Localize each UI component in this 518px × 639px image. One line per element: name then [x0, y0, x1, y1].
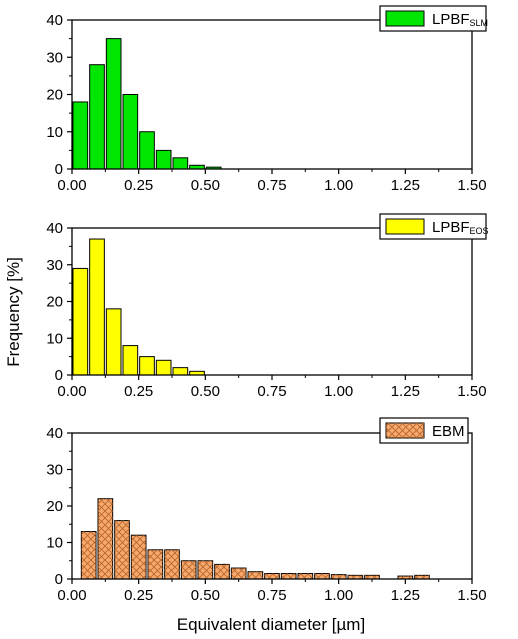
y-tick-label: 20 — [46, 294, 63, 311]
histogram-bar-hatch — [281, 573, 296, 579]
histogram-bar — [122, 94, 139, 170]
x-tick-label: 1.50 — [457, 587, 486, 604]
legend: LPBFSLM — [379, 5, 488, 32]
histogram-bar — [72, 101, 89, 170]
y-tick-label: 30 — [46, 462, 63, 479]
histogram-bar-hatch — [164, 549, 180, 579]
x-tick-label: 1.00 — [324, 587, 353, 604]
x-tick-label: 0.50 — [191, 587, 220, 604]
histogram-bar — [89, 64, 105, 170]
histogram-bar-hatch — [248, 571, 263, 579]
legend-label: EBM — [432, 423, 465, 440]
y-tick-label: 0 — [55, 571, 63, 588]
y-tick-label: 40 — [46, 12, 63, 29]
x-tick-label: 1.00 — [324, 177, 353, 194]
x-tick-label: 0.00 — [57, 383, 86, 400]
x-tick-label: 1.00 — [324, 383, 353, 400]
x-tick-label: 1.25 — [391, 383, 420, 400]
histogram-bar-hatch — [264, 573, 280, 579]
x-tick-label: 0.75 — [257, 383, 286, 400]
histogram-bar — [105, 308, 122, 376]
histogram-bar-hatch — [331, 574, 346, 579]
legend-label: LPBFSLM — [432, 11, 488, 28]
histogram-bar-hatch — [198, 560, 213, 579]
histogram-bar — [72, 267, 89, 376]
histogram-bar — [155, 359, 172, 376]
x-axis-title: Equivalent diameter [µm] — [177, 615, 365, 634]
histogram-bar-hatch — [114, 520, 130, 579]
x-tick-label: 0.50 — [191, 177, 220, 194]
histogram-bar-hatch — [231, 568, 246, 579]
x-tick-label: 0.00 — [57, 587, 86, 604]
histogram-bar-hatch — [398, 576, 413, 579]
x-tick-label: 0.25 — [124, 383, 153, 400]
x-tick-label: 1.25 — [391, 587, 420, 604]
y-tick-label: 40 — [46, 425, 63, 442]
histogram-panel-lpbf-slm: 0.00 0.25 0.50 0.75 1.00 1.25 1.50 0 10 20 30 40 LPB… — [46, 5, 488, 194]
histogram-bar — [172, 367, 189, 376]
histogram-bar-hatch — [214, 564, 230, 579]
y-tick-label: 0 — [55, 367, 63, 384]
histogram-bar — [155, 149, 172, 170]
histogram-panel-ebm: 0.00 0.25 0.50 0.75 1.00 1.25 1.50 0 10 20 30 40 EBM — [46, 417, 487, 604]
histogram-bar-hatch — [131, 535, 146, 579]
y-tick-label: 30 — [46, 49, 63, 66]
histogram-bar-hatch — [364, 575, 380, 579]
y-tick-label: 10 — [46, 124, 63, 141]
histogram-bar — [139, 356, 155, 376]
histogram-bar-hatch — [348, 575, 363, 579]
histogram-bar-hatch — [181, 560, 196, 579]
histogram-bar-hatch — [414, 575, 430, 579]
x-tick-label: 1.25 — [391, 177, 420, 194]
x-tick-label: 0.00 — [57, 177, 86, 194]
histogram-bar — [105, 38, 122, 170]
y-tick-label: 10 — [46, 330, 63, 347]
x-tick-label: 0.50 — [191, 383, 220, 400]
histogram-panel-lpbf-eos: 0.00 0.25 0.50 0.75 1.00 1.25 1.50 0 10 20 30 40 LPB… — [46, 213, 489, 400]
y-tick-label: 0 — [55, 161, 63, 178]
histogram-bar-hatch — [81, 531, 96, 579]
x-tick-label: 0.75 — [257, 177, 286, 194]
y-tick-label: 10 — [46, 535, 63, 552]
y-tick-label: 20 — [46, 87, 63, 104]
y-tick-label: 40 — [46, 220, 63, 237]
legend-label: LPBFEOS — [432, 219, 489, 236]
histogram-bar — [139, 131, 155, 170]
legend-swatch-hatch — [386, 423, 424, 438]
x-tick-label: 0.75 — [257, 587, 286, 604]
histogram-bar — [122, 345, 139, 376]
x-tick-label: 0.25 — [124, 177, 153, 194]
histogram-bar-hatch — [148, 549, 163, 579]
y-tick-label: 20 — [46, 498, 63, 515]
y-tick-label: 30 — [46, 257, 63, 274]
y-axis-title: Frequency [%] — [4, 257, 23, 367]
x-tick-label: 1.50 — [457, 177, 486, 194]
histogram-bar-hatch — [98, 498, 113, 579]
x-tick-label: 1.50 — [457, 383, 486, 400]
histogram-bar-hatch — [298, 573, 313, 579]
legend-swatch — [385, 218, 425, 235]
histogram-bar-hatch — [314, 573, 330, 579]
histogram-bar — [172, 157, 189, 170]
x-tick-label: 0.25 — [124, 587, 153, 604]
histogram-bar — [89, 238, 105, 376]
legend-swatch — [385, 10, 425, 27]
legend: EBM — [379, 417, 469, 444]
legend: LPBFEOS — [379, 213, 489, 240]
